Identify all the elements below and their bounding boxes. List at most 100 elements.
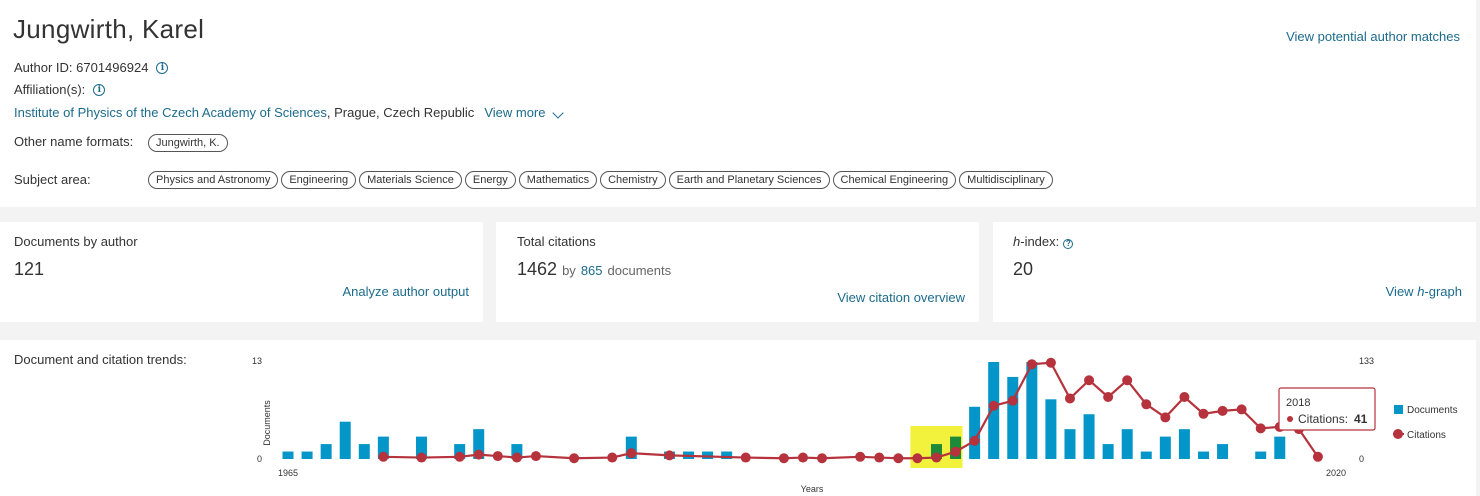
help-icon[interactable]: ?	[1063, 238, 1074, 249]
citation-point[interactable]	[1007, 395, 1018, 406]
citing-documents-link[interactable]: 865	[580, 263, 603, 278]
documents-count: 121	[14, 259, 45, 279]
subject-chip[interactable]: Energy	[464, 171, 516, 189]
citation-point[interactable]	[1312, 451, 1323, 462]
citation-point[interactable]	[1045, 357, 1056, 368]
citation-point[interactable]	[1198, 408, 1209, 419]
subject-chip[interactable]: Chemistry	[600, 171, 666, 189]
subject-chip[interactable]: Physics and Astronomy	[148, 171, 279, 189]
document-bar[interactable]	[377, 436, 389, 459]
view-more-affiliations-link[interactable]: View more	[484, 105, 564, 120]
name-format-chip: Jungwirth, K.	[148, 134, 228, 152]
document-bar[interactable]	[339, 421, 351, 459]
citation-point[interactable]	[1141, 399, 1152, 410]
citation-point[interactable]	[1103, 392, 1114, 403]
citation-point[interactable]	[1064, 393, 1075, 404]
document-bar[interactable]	[1045, 399, 1057, 459]
citation-point[interactable]	[912, 453, 923, 464]
subject-chip[interactable]: Chemical Engineering	[832, 171, 957, 189]
document-bar[interactable]	[301, 451, 313, 459]
citation-point[interactable]	[1160, 412, 1171, 423]
citation-point[interactable]	[454, 451, 465, 462]
document-bar[interactable]	[1007, 376, 1019, 459]
citation-point[interactable]	[778, 453, 789, 464]
legend-citations-label: Citations	[1407, 430, 1446, 441]
document-bar[interactable]	[1274, 436, 1286, 459]
document-bar[interactable]	[1140, 451, 1152, 459]
document-bar[interactable]	[473, 429, 485, 459]
citation-point[interactable]	[492, 451, 503, 462]
document-bar[interactable]	[1159, 436, 1171, 459]
subject-chip[interactable]: Engineering	[281, 171, 357, 189]
analyze-author-output-link[interactable]: Analyze author output	[342, 284, 469, 299]
document-citation-trend-chart[interactable]: 13 0 133 0 Documents 1965 2020 Years Doc…	[0, 340, 1476, 496]
document-bar[interactable]	[1217, 444, 1229, 459]
view-h-graph-link[interactable]: View h-graph	[1386, 284, 1462, 299]
document-bar[interactable]	[969, 406, 981, 459]
citation-point[interactable]	[1122, 375, 1133, 386]
document-bar[interactable]	[1083, 414, 1095, 459]
citation-point[interactable]	[607, 452, 618, 463]
citation-points	[378, 357, 1323, 464]
document-bar[interactable]	[1178, 429, 1190, 459]
hindex-h: h	[1013, 234, 1021, 249]
author-id-info-icon[interactable]: i	[156, 61, 169, 74]
document-bar[interactable]	[1197, 451, 1209, 459]
citation-point[interactable]	[473, 449, 484, 460]
citation-point[interactable]	[1217, 405, 1228, 416]
citation-point[interactable]	[626, 448, 637, 459]
subject-chip[interactable]: Materials Science	[359, 171, 462, 189]
document-bars	[282, 362, 1286, 459]
citation-point[interactable]	[1236, 404, 1247, 415]
document-bar[interactable]	[930, 444, 942, 459]
citation-point[interactable]	[378, 451, 389, 462]
citation-point[interactable]	[511, 452, 522, 463]
other-name-formats-label: Other name formats:	[14, 134, 134, 149]
citation-point[interactable]	[1255, 423, 1266, 434]
document-bar[interactable]	[416, 436, 428, 459]
citation-point[interactable]	[1084, 375, 1095, 386]
citation-point[interactable]	[817, 453, 828, 464]
subject-chip[interactable]: Mathematics	[518, 171, 598, 189]
citation-point[interactable]	[855, 451, 866, 462]
view-citation-overview-link[interactable]: View citation overview	[837, 290, 965, 305]
citations-line	[383, 361, 1319, 460]
citation-point[interactable]	[874, 452, 885, 463]
citation-point[interactable]	[1179, 392, 1190, 403]
citation-point[interactable]	[931, 452, 942, 463]
document-bar[interactable]	[1255, 451, 1267, 459]
citation-point[interactable]	[664, 450, 675, 461]
citation-point[interactable]	[416, 452, 427, 463]
citation-point[interactable]	[893, 453, 904, 464]
citation-point[interactable]	[797, 452, 808, 463]
citation-point[interactable]	[530, 451, 541, 462]
document-bar[interactable]	[721, 451, 733, 459]
citation-point[interactable]	[988, 400, 999, 411]
document-bar[interactable]	[702, 451, 714, 459]
subject-chip[interactable]: Earth and Planetary Sciences	[668, 171, 830, 189]
citation-point[interactable]	[740, 452, 751, 463]
tooltip-citations-label: Citations:	[1298, 412, 1348, 426]
document-bar[interactable]	[511, 444, 523, 459]
citations-documents-word: documents	[607, 263, 672, 278]
affiliation-info-icon[interactable]: i	[93, 83, 106, 96]
tooltip-year: 2018	[1286, 397, 1310, 409]
citation-point[interactable]	[1026, 359, 1037, 370]
citation-point[interactable]	[569, 453, 580, 464]
document-bar[interactable]	[1064, 429, 1076, 459]
document-bar[interactable]	[358, 444, 370, 459]
affiliation-location: , Prague, Czech Republic	[326, 105, 475, 120]
document-bar[interactable]	[1121, 429, 1133, 459]
document-bar[interactable]	[1102, 444, 1114, 459]
document-bar[interactable]	[1026, 362, 1038, 459]
citation-point[interactable]	[969, 435, 980, 446]
view-potential-author-matches-link[interactable]: View potential author matches	[1286, 29, 1460, 44]
chevron-down-icon	[551, 107, 564, 119]
document-bar[interactable]	[320, 444, 332, 459]
citation-point[interactable]	[950, 446, 961, 457]
subject-chip[interactable]: Multidisciplinary	[959, 171, 1053, 189]
document-bar[interactable]	[454, 444, 466, 459]
affiliation-link[interactable]: Institute of Physics of the Czech Academ…	[14, 105, 327, 120]
document-bar[interactable]	[282, 451, 294, 459]
document-bar[interactable]	[625, 436, 637, 459]
